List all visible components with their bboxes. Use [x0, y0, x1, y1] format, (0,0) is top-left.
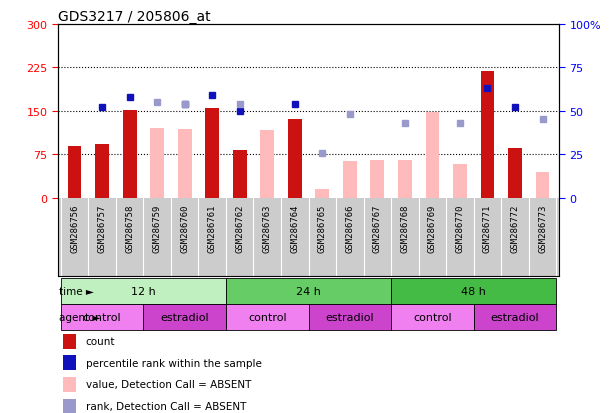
Text: control: control	[248, 312, 287, 322]
Bar	[150, 129, 164, 198]
Text: GSM286760: GSM286760	[180, 204, 189, 253]
Text: GSM286761: GSM286761	[208, 204, 217, 253]
Bar	[68, 146, 81, 198]
Bar	[315, 190, 329, 198]
Text: GDS3217 / 205806_at: GDS3217 / 205806_at	[58, 10, 211, 24]
Text: GSM286764: GSM286764	[290, 204, 299, 253]
Text: GSM286757: GSM286757	[98, 204, 106, 253]
Text: control: control	[413, 312, 452, 322]
Bar	[226, 279, 391, 304]
Bar	[370, 161, 384, 198]
Bar	[178, 130, 192, 198]
Text: rank, Detection Call = ABSENT: rank, Detection Call = ABSENT	[86, 401, 246, 411]
Text: control: control	[82, 312, 122, 322]
Bar	[63, 356, 76, 370]
Text: GSM286770: GSM286770	[455, 204, 464, 253]
Text: GSM286772: GSM286772	[511, 204, 519, 253]
Bar	[63, 399, 76, 413]
Text: estradiol: estradiol	[491, 312, 540, 322]
Bar	[453, 165, 467, 198]
Bar	[398, 161, 412, 198]
Text: count: count	[86, 337, 115, 347]
Bar	[226, 304, 309, 330]
Text: GSM286768: GSM286768	[400, 204, 409, 253]
Text: GSM286758: GSM286758	[125, 204, 134, 253]
Text: GSM286765: GSM286765	[318, 204, 327, 253]
Bar	[144, 304, 226, 330]
Bar	[481, 72, 494, 198]
Bar	[343, 162, 357, 198]
Bar	[233, 151, 247, 198]
Bar	[63, 377, 76, 392]
Bar	[205, 109, 219, 198]
Bar	[63, 334, 76, 349]
Text: GSM286759: GSM286759	[153, 204, 162, 253]
Text: value, Detection Call = ABSENT: value, Detection Call = ABSENT	[86, 380, 251, 389]
Text: 48 h: 48 h	[461, 287, 486, 297]
Bar	[391, 279, 556, 304]
Bar	[260, 131, 274, 198]
Bar	[123, 110, 136, 198]
Bar	[61, 279, 226, 304]
Text: GSM286767: GSM286767	[373, 204, 382, 253]
Text: 24 h: 24 h	[296, 287, 321, 297]
Text: estradiol: estradiol	[326, 312, 374, 322]
Text: time ►: time ►	[59, 287, 93, 297]
Text: 12 h: 12 h	[131, 287, 156, 297]
Bar	[391, 304, 474, 330]
Text: GSM286766: GSM286766	[345, 204, 354, 253]
Text: GSM286756: GSM286756	[70, 204, 79, 253]
Bar	[508, 149, 522, 198]
Text: GSM286773: GSM286773	[538, 204, 547, 253]
Text: agent ►: agent ►	[59, 312, 100, 322]
Text: GSM286771: GSM286771	[483, 204, 492, 253]
Text: percentile rank within the sample: percentile rank within the sample	[86, 358, 262, 368]
Text: GSM286762: GSM286762	[235, 204, 244, 253]
Bar	[288, 120, 302, 198]
Text: GSM286769: GSM286769	[428, 204, 437, 253]
Bar	[536, 172, 549, 198]
Text: estradiol: estradiol	[160, 312, 209, 322]
Bar	[95, 145, 109, 198]
Bar	[425, 113, 439, 198]
Bar	[309, 304, 391, 330]
Text: GSM286763: GSM286763	[263, 204, 272, 253]
Bar	[474, 304, 556, 330]
Bar	[61, 304, 144, 330]
